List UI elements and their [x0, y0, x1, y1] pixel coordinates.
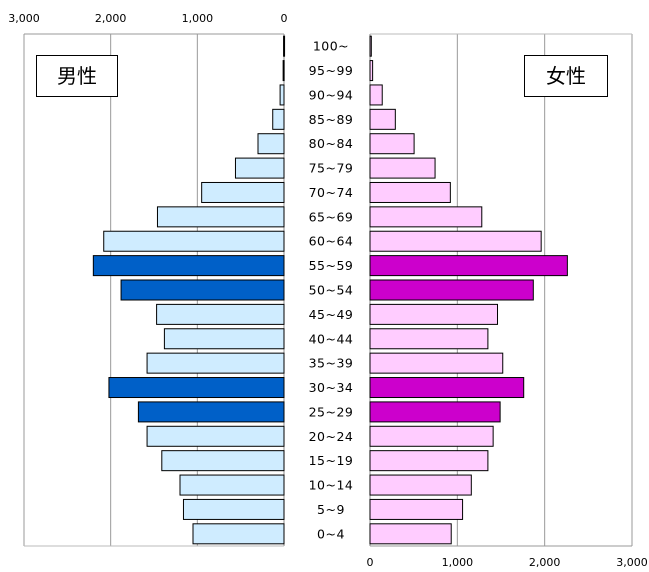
male-bar-13	[146, 352, 285, 374]
male-bar-2	[279, 84, 285, 106]
male-bar-1	[282, 60, 285, 82]
right-tick-3: 3,000	[616, 556, 648, 569]
female-bar-19	[369, 498, 464, 520]
male-bar-3	[272, 108, 285, 130]
legend-male: 男性	[36, 55, 118, 97]
age-label-7: 65~69	[309, 209, 354, 224]
female-bar-2	[369, 84, 383, 106]
male-bar-18	[179, 474, 285, 496]
right-tick-0: 0	[367, 556, 374, 569]
right-tick-1: 1,000	[442, 556, 474, 569]
female-bars	[369, 35, 568, 545]
male-bar-9	[92, 255, 285, 277]
female-bar-15	[369, 401, 501, 423]
age-group-labels: 100~ 95~99 90~94 85~89 80~84 75~79 70~74 65~69 6…	[309, 39, 354, 542]
male-bar-16	[146, 425, 285, 447]
female-bar-5	[369, 157, 436, 179]
female-bar-9	[369, 255, 568, 277]
age-label-14: 30~34	[309, 380, 354, 395]
left-axis-ticks: 3,000 2,000 1,000 0	[8, 12, 287, 25]
female-bar-16	[369, 425, 494, 447]
age-label-8: 60~64	[309, 234, 354, 249]
age-label-12: 40~44	[309, 331, 354, 346]
male-bar-17	[161, 450, 285, 472]
age-label-13: 35~39	[309, 356, 354, 371]
male-bar-6	[201, 181, 285, 203]
male-bar-11	[156, 303, 285, 325]
left-tick-3: 0	[281, 12, 288, 25]
female-bar-17	[369, 450, 489, 472]
male-bar-15	[137, 401, 285, 423]
age-label-3: 85~89	[309, 112, 354, 127]
age-label-6: 70~74	[309, 185, 354, 200]
age-label-4: 80~84	[309, 136, 354, 151]
female-bar-14	[369, 377, 525, 399]
male-bar-7	[156, 206, 285, 228]
age-label-0: 100~	[313, 39, 349, 54]
male-bar-20	[192, 523, 285, 545]
left-tick-2: 1,000	[182, 12, 214, 25]
female-bar-13	[369, 352, 504, 374]
male-bar-8	[103, 230, 285, 252]
age-label-20: 0~4	[317, 526, 345, 541]
left-tick-0: 3,000	[8, 12, 40, 25]
age-label-15: 25~29	[309, 404, 354, 419]
female-bar-18	[369, 474, 472, 496]
age-label-17: 15~19	[309, 453, 354, 468]
female-bar-7	[369, 206, 483, 228]
age-label-2: 90~94	[309, 87, 354, 102]
male-bar-19	[182, 498, 285, 520]
male-bars	[92, 35, 286, 545]
female-bar-20	[369, 523, 452, 545]
female-bar-3	[369, 108, 396, 130]
female-bar-10	[369, 279, 534, 301]
female-bar-4	[369, 133, 415, 155]
male-bar-12	[163, 328, 285, 350]
age-label-5: 75~79	[309, 161, 354, 176]
age-label-1: 95~99	[309, 63, 354, 78]
male-bar-10	[120, 279, 285, 301]
male-bar-4	[257, 133, 285, 155]
legend-female: 女性	[524, 55, 608, 97]
female-bar-8	[369, 230, 542, 252]
female-bar-1	[369, 60, 374, 82]
right-axis-ticks: 0 1,000 2,000 3,000	[367, 556, 648, 569]
male-bar-14	[108, 377, 285, 399]
age-label-10: 50~54	[309, 283, 354, 298]
age-label-18: 10~14	[309, 478, 354, 493]
female-bar-0	[369, 35, 372, 57]
age-label-9: 55~59	[309, 258, 354, 273]
age-label-16: 20~24	[309, 429, 354, 444]
female-bar-6	[369, 181, 451, 203]
left-tick-1: 2,000	[95, 12, 127, 25]
age-label-11: 45~49	[309, 307, 354, 322]
female-bar-11	[369, 303, 499, 325]
age-label-19: 5~9	[317, 502, 345, 517]
male-bar-0	[283, 35, 286, 57]
female-bar-12	[369, 328, 489, 350]
male-bar-5	[234, 157, 285, 179]
right-tick-2: 2,000	[529, 556, 561, 569]
